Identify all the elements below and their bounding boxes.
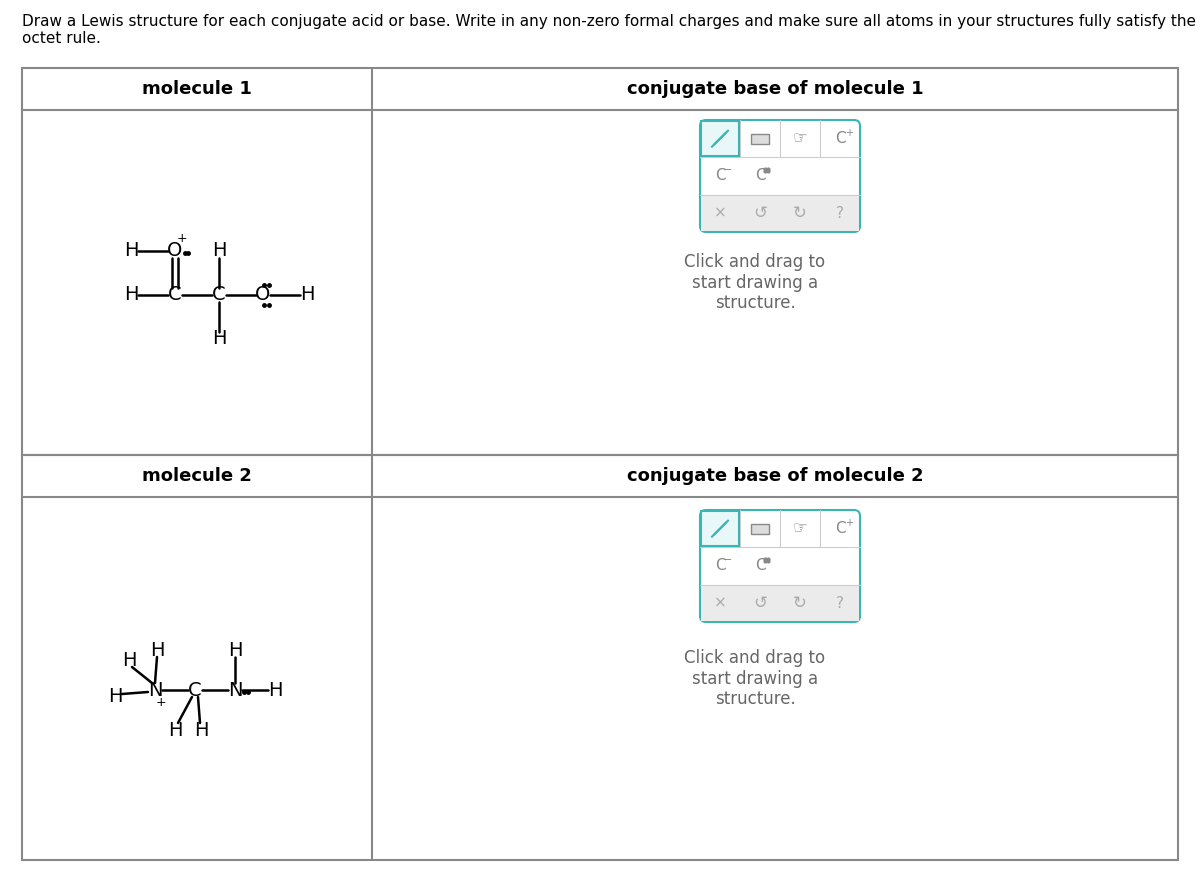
Text: molecule 2: molecule 2 [142, 467, 252, 485]
Text: C: C [188, 680, 202, 700]
Text: ↺: ↺ [754, 204, 767, 222]
Text: ?: ? [836, 206, 844, 220]
Text: C: C [755, 558, 766, 573]
Bar [701, 511, 739, 547]
Text: C: C [715, 168, 725, 184]
Text: +: + [176, 232, 187, 246]
Text: +: + [845, 518, 853, 528]
Text: C: C [835, 131, 845, 146]
Bar [701, 586, 859, 621]
Text: Draw a Lewis structure for each conjugate acid or base. Write in any non-zero fo: Draw a Lewis structure for each conjugat… [22, 14, 1196, 47]
Text: C: C [715, 558, 725, 573]
Text: +: + [156, 696, 167, 710]
Text: O: O [167, 242, 182, 261]
FancyBboxPatch shape [700, 120, 860, 232]
Text: C: C [755, 168, 766, 184]
Text: ☞: ☞ [792, 130, 808, 148]
Bar [751, 134, 769, 143]
Text: H: H [121, 650, 137, 669]
Bar [751, 523, 769, 534]
Text: −: − [724, 165, 733, 175]
Text: H: H [193, 720, 209, 739]
Text: H: H [228, 641, 242, 659]
Text: ×: × [714, 206, 726, 220]
Text: C: C [168, 286, 182, 305]
Text: +: + [845, 127, 853, 138]
Text: C: C [835, 521, 845, 536]
Text: H: H [268, 680, 282, 700]
Text: molecule 1: molecule 1 [142, 80, 252, 98]
Text: H: H [108, 686, 122, 705]
Text: ×: × [714, 596, 726, 611]
Text: ↺: ↺ [754, 594, 767, 612]
Text: H: H [211, 330, 227, 349]
Bar [701, 121, 739, 156]
Text: H: H [124, 286, 138, 305]
Text: ☞: ☞ [792, 520, 808, 538]
Text: Click and drag to
start drawing a
structure.: Click and drag to start drawing a struct… [684, 649, 826, 709]
Text: −: − [724, 555, 733, 565]
FancyBboxPatch shape [700, 510, 860, 622]
Text: ↻: ↻ [793, 594, 806, 612]
Text: H: H [300, 286, 314, 305]
Bar [22, 455, 1178, 860]
Bar [701, 195, 859, 231]
Text: conjugate base of molecule 2: conjugate base of molecule 2 [626, 467, 923, 485]
Text: O: O [256, 286, 271, 305]
Text: N: N [228, 680, 242, 700]
Text: Click and drag to
start drawing a
structure.: Click and drag to start drawing a struct… [684, 253, 826, 313]
Text: ?: ? [836, 596, 844, 611]
Text: conjugate base of molecule 1: conjugate base of molecule 1 [626, 80, 923, 98]
Text: C: C [212, 286, 226, 305]
Text: N: N [148, 680, 162, 700]
Text: H: H [124, 242, 138, 261]
Text: H: H [168, 720, 182, 739]
Text: H: H [150, 641, 164, 659]
Text: H: H [211, 242, 227, 261]
Bar [22, 68, 1178, 455]
Text: ↻: ↻ [793, 204, 806, 222]
